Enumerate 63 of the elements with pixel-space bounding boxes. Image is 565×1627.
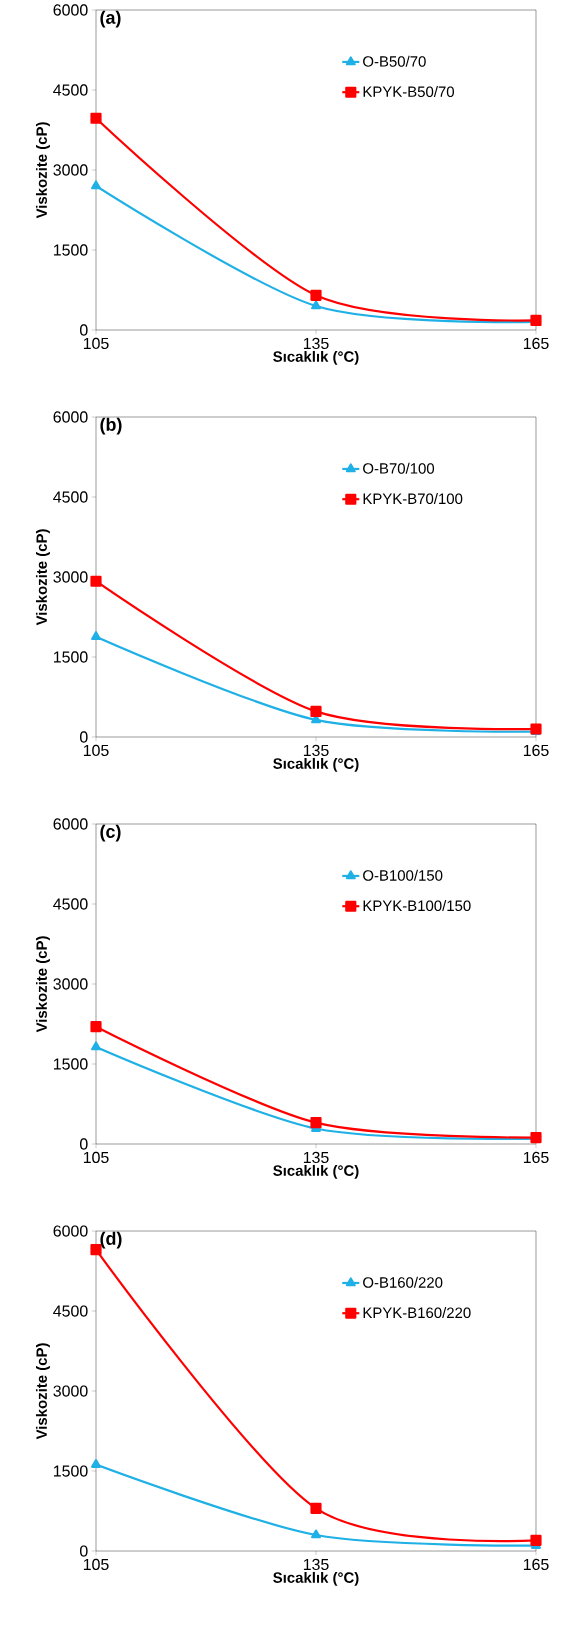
legend-label: O-B50/70	[363, 55, 426, 67]
point	[91, 631, 101, 641]
point	[310, 289, 322, 301]
y-tick-label: 0	[79, 1545, 88, 1557]
point	[310, 705, 322, 717]
x-axis-title: Sıcaklık (°C)	[273, 1164, 359, 1179]
point	[90, 112, 102, 124]
point	[90, 1244, 102, 1256]
legend-label: KPYK-B100/150	[363, 900, 471, 912]
x-tick-label: 165	[523, 1151, 549, 1164]
point	[530, 1534, 542, 1546]
legend-label: O-B70/100	[363, 462, 435, 474]
y-tick-label: 1500	[53, 1465, 88, 1477]
y-axis-title: Viskozite (cP)	[35, 122, 50, 219]
y-tick-label: 6000	[53, 1225, 88, 1237]
legend-label: KPYK-B160/220	[363, 1307, 471, 1319]
y-tick-label: 0	[79, 731, 88, 743]
legend-label: KPYK-B70/100	[363, 493, 463, 505]
x-tick-label: 105	[83, 1151, 109, 1164]
chart-title: (c)	[100, 824, 121, 842]
y-tick-label: 4500	[53, 1305, 88, 1317]
y-axis-title: Viskozite (cP)	[35, 936, 50, 1033]
point	[90, 1021, 102, 1033]
point	[90, 575, 102, 587]
legend-label: O-B100/150	[363, 869, 443, 881]
chart-title: (d)	[100, 1231, 122, 1249]
x-tick-label: 105	[83, 744, 109, 757]
x-tick-label: 165	[523, 337, 549, 350]
y-tick-label: 3000	[53, 164, 88, 176]
y-tick-label: 6000	[53, 818, 88, 830]
x-tick-label: 135	[303, 1151, 329, 1164]
chart-title: (a)	[100, 10, 121, 28]
y-tick-label: 1500	[53, 651, 88, 663]
x-tick-label: 105	[83, 1558, 109, 1571]
chart-title: (b)	[100, 417, 122, 435]
y-tick-label: 1500	[53, 1058, 88, 1070]
legend-label: O-B160/220	[363, 1276, 443, 1288]
y-tick-label: 0	[79, 1138, 88, 1150]
y-axis-title: Viskozite (cP)	[35, 529, 50, 626]
y-tick-label: 3000	[53, 571, 88, 583]
y-tick-label: 4500	[53, 898, 88, 910]
x-tick-label: 135	[303, 337, 329, 350]
x-axis-title: Sıcaklık (°C)	[273, 757, 359, 772]
x-tick-label: 105	[83, 337, 109, 350]
y-tick-label: 6000	[53, 4, 88, 16]
x-tick-label: 165	[523, 1558, 549, 1571]
point	[311, 1529, 321, 1539]
x-tick-label: 135	[303, 744, 329, 757]
y-tick-label: 4500	[53, 491, 88, 503]
x-tick-label: 135	[303, 1558, 329, 1571]
x-axis-title: Sıcaklık (°C)	[273, 350, 359, 365]
legend-label: KPYK-B50/70	[363, 86, 454, 98]
y-tick-label: 0	[79, 324, 88, 336]
y-tick-label: 4500	[53, 84, 88, 96]
y-tick-label: 3000	[53, 978, 88, 990]
y-tick-label: 6000	[53, 411, 88, 423]
point	[310, 1502, 322, 1514]
y-tick-label: 1500	[53, 244, 88, 256]
x-axis-title: Sıcaklık (°C)	[273, 1571, 359, 1586]
point	[91, 1459, 101, 1468]
x-tick-label: 165	[523, 744, 549, 757]
y-axis-title: Viskozite (cP)	[35, 1343, 50, 1440]
y-tick-label: 3000	[53, 1385, 88, 1397]
